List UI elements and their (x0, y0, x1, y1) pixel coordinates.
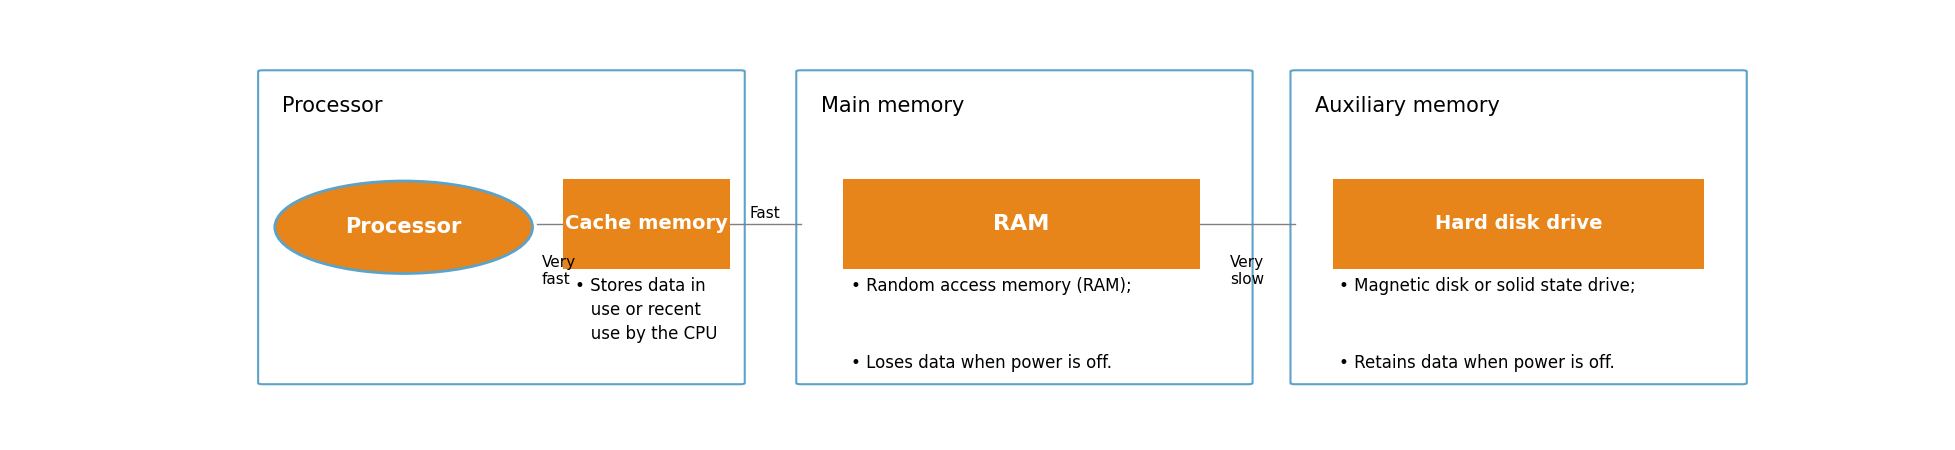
FancyBboxPatch shape (258, 70, 745, 384)
Text: Hard disk drive: Hard disk drive (1435, 214, 1601, 233)
FancyBboxPatch shape (843, 179, 1198, 269)
Text: • Loses data when power is off.: • Loses data when power is off. (850, 354, 1110, 372)
Text: Auxiliary memory: Auxiliary memory (1314, 95, 1499, 116)
Text: RAM: RAM (993, 214, 1050, 234)
Text: Cache memory: Cache memory (565, 214, 727, 233)
Text: Very
slow: Very slow (1230, 255, 1263, 288)
Text: Fast: Fast (749, 207, 780, 221)
FancyBboxPatch shape (796, 70, 1251, 384)
Text: Processor: Processor (346, 217, 461, 237)
Text: Main memory: Main memory (821, 95, 964, 116)
FancyBboxPatch shape (563, 179, 729, 269)
Text: Very
fast: Very fast (542, 255, 575, 288)
Text: • Stores data in
   use or recent
   use by the CPU: • Stores data in use or recent use by th… (575, 278, 717, 343)
FancyBboxPatch shape (1290, 70, 1746, 384)
Text: • Random access memory (RAM);: • Random access memory (RAM); (850, 278, 1132, 296)
Text: • Magnetic disk or solid state drive;: • Magnetic disk or solid state drive; (1339, 278, 1634, 296)
Ellipse shape (274, 181, 532, 274)
Text: • Retains data when power is off.: • Retains data when power is off. (1339, 354, 1615, 372)
Text: Processor: Processor (282, 95, 383, 116)
FancyBboxPatch shape (1331, 179, 1703, 269)
